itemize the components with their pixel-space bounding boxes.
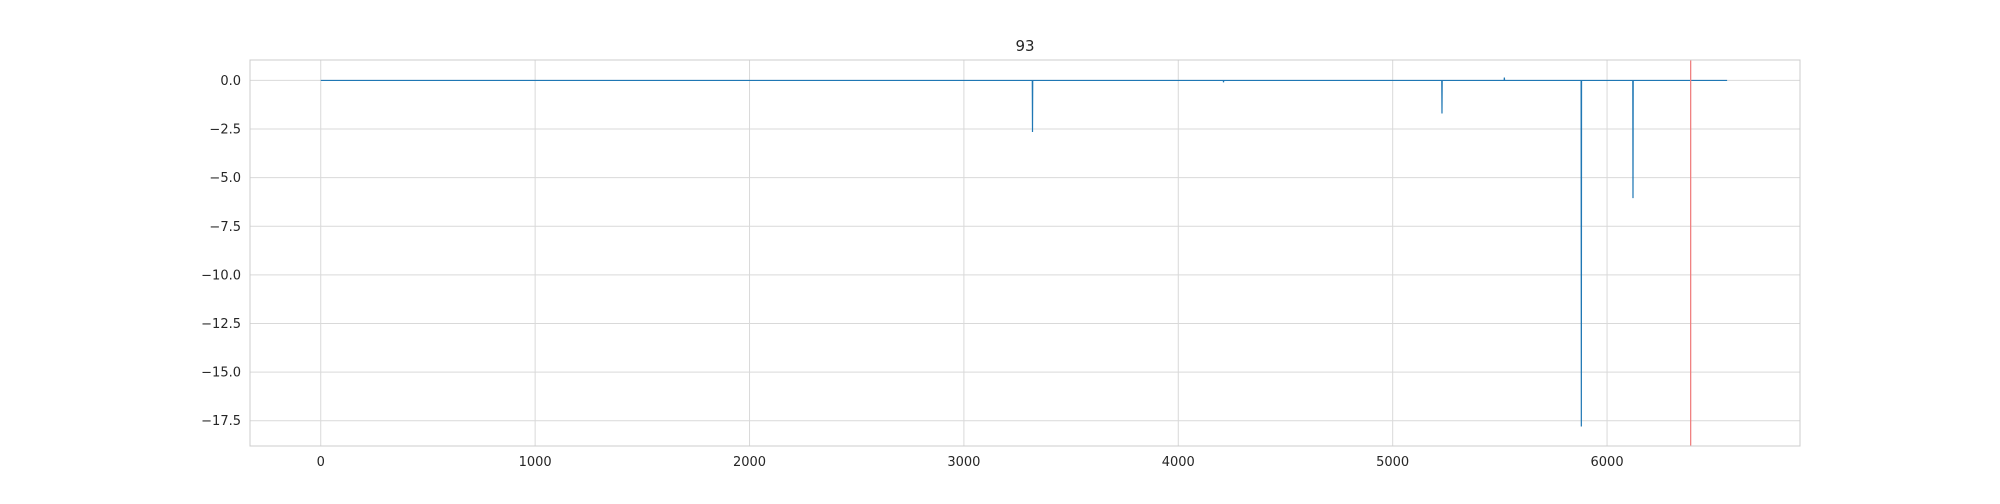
- x-tick-label: 2000: [733, 455, 766, 470]
- x-tick-label: 3000: [947, 455, 980, 470]
- y-tick-label: −5.0: [209, 171, 241, 186]
- x-tick-label: 1000: [519, 455, 552, 470]
- chart-title: 93: [1015, 37, 1034, 55]
- y-tick-label: −12.5: [201, 317, 241, 332]
- y-axis-ticks: 0.0 −2.5 −5.0 −7.5 −10.0 −12.5 −15.0 −17.5: [201, 74, 241, 429]
- grid-lines: [250, 60, 1800, 446]
- x-tick-label: 5000: [1376, 455, 1409, 470]
- x-tick-label: 4000: [1162, 455, 1195, 470]
- x-tick-label: 6000: [1591, 455, 1624, 470]
- y-tick-label: −7.5: [209, 220, 241, 235]
- y-tick-label: −17.5: [201, 414, 241, 429]
- series-line: [320, 77, 1728, 427]
- plot-frame: [249, 59, 1801, 447]
- y-tick-label: −2.5: [209, 123, 241, 138]
- y-tick-label: −10.0: [201, 268, 241, 283]
- y-tick-label: −15.0: [201, 366, 241, 381]
- x-tick-label: 0: [317, 455, 325, 470]
- x-axis-ticks: 0 1000 2000 3000 4000 5000 6000: [317, 455, 1624, 470]
- y-tick-label: 0.0: [220, 74, 241, 89]
- plot-area: [320, 60, 1728, 446]
